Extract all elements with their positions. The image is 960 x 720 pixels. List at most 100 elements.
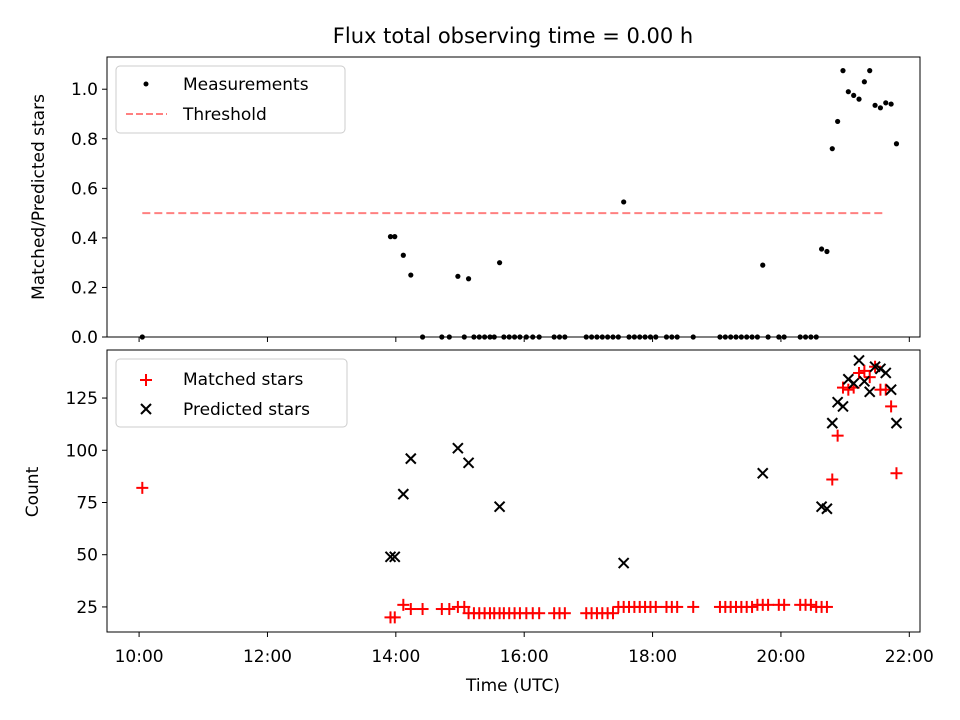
chart-title: Flux total observing time = 0.00 h	[333, 24, 693, 48]
top-ytick-label: 0.0	[71, 328, 98, 348]
matched-point	[778, 598, 791, 611]
matched-point	[458, 600, 471, 613]
matched-point	[443, 603, 456, 616]
x-axis-label: Time (UTC)	[465, 676, 560, 696]
predicted-point	[384, 551, 397, 563]
matched-point	[804, 598, 817, 611]
top-ytick-label: 0.2	[71, 278, 98, 298]
matched-point	[136, 481, 149, 494]
matched-point	[404, 603, 417, 616]
measurement-point	[888, 101, 894, 107]
measurement-point	[877, 105, 884, 111]
predicted-point	[826, 417, 838, 429]
bottom-y-axis: 25 50 75 100 125	[66, 389, 107, 618]
measurement-point	[845, 89, 851, 95]
top-x-ticks	[138, 337, 910, 342]
legend-predicted-marker	[140, 403, 152, 415]
predicted-point	[847, 377, 860, 390]
measurement-point	[872, 102, 878, 108]
predicted-point	[757, 467, 769, 479]
predicted-point	[864, 386, 876, 398]
matched-point	[687, 600, 700, 613]
xtick-label: 16:00	[500, 647, 549, 667]
matched-point	[416, 603, 429, 616]
predicted-point	[405, 452, 417, 465]
top-ytick-label: 0.4	[71, 229, 98, 249]
matched-point	[606, 607, 619, 620]
xtick-label: 14:00	[371, 647, 420, 667]
measurement-point	[851, 92, 857, 99]
legend-matched-marker	[140, 374, 152, 386]
matched-point	[890, 467, 903, 480]
top-ytick-label: 1.0	[71, 80, 98, 100]
measurement-point	[893, 141, 900, 147]
bottom-legend: Matched stars Predicted stars	[115, 358, 348, 428]
matched-point	[671, 600, 684, 613]
predicted-point	[389, 551, 401, 563]
measurement-point	[392, 234, 398, 240]
matched-point	[762, 598, 775, 611]
measurement-point	[883, 100, 889, 106]
measurement-point	[824, 248, 830, 255]
ratio-panel: Matched/Predicted stars 0.0 0.2 0.4 0.6 0.8 1…	[29, 56, 921, 348]
matched-point	[388, 611, 401, 624]
measurement-point	[835, 118, 841, 125]
legend-matched-label: Matched stars	[183, 370, 303, 390]
bottom-ylabel: Count	[23, 466, 43, 517]
measurement-point	[867, 68, 873, 74]
bottom-x-axis: 10:00 12:00 14:00 16:00 18:00 20:00 22:00	[115, 632, 934, 667]
measurement-point	[760, 262, 766, 268]
matched-point	[649, 600, 662, 613]
measurement-point	[387, 234, 394, 240]
predicted-point	[617, 557, 630, 569]
bottom-axes-frame	[106, 349, 921, 633]
measurement-point	[818, 246, 825, 252]
predicted-point	[880, 367, 892, 379]
matched-point	[885, 400, 898, 413]
predicted-point	[837, 400, 849, 413]
xtick-label: 22:00	[885, 647, 934, 667]
legend-predicted-label: Predicted stars	[183, 400, 310, 420]
matched-point	[842, 383, 855, 396]
measurement-point	[829, 146, 835, 152]
predicted-point	[885, 383, 897, 396]
xtick-label: 20:00	[756, 647, 805, 667]
measurement-point	[856, 96, 862, 102]
top-y-axis: 0.0 0.2 0.4 0.6 0.8 1.0	[71, 80, 107, 348]
predicted-point	[452, 442, 464, 454]
bottom-ytick-label: 25	[76, 598, 98, 618]
matched-point	[820, 600, 833, 613]
legend-measurements-label: Measurements	[183, 75, 309, 95]
measurement-point	[496, 260, 503, 266]
matched-point	[746, 600, 759, 613]
matched-point	[831, 429, 844, 442]
legend-measurement-marker	[143, 81, 149, 87]
matched-point	[558, 607, 571, 620]
matched-point	[397, 598, 410, 611]
measurement-point	[621, 199, 627, 205]
top-ytick-label: 0.8	[71, 130, 98, 150]
predicted-point	[890, 417, 903, 429]
predicted-point	[858, 375, 871, 388]
legend-threshold-label: Threshold	[182, 105, 267, 125]
bottom-ytick-label: 125	[66, 389, 98, 409]
bottom-ytick-label: 75	[76, 493, 98, 513]
measurement-point	[455, 273, 461, 279]
measurement-point	[408, 272, 414, 278]
predicted-point	[397, 488, 410, 500]
matched-point	[533, 607, 546, 620]
top-axes-frame	[106, 56, 921, 338]
xtick-label: 10:00	[115, 647, 164, 667]
xtick-label: 18:00	[628, 647, 677, 667]
top-ytick-label: 0.6	[71, 179, 98, 199]
bottom-ytick-label: 100	[66, 441, 98, 461]
measurement-point	[861, 79, 867, 85]
predicted-point	[853, 354, 865, 367]
measurement-point	[840, 68, 846, 74]
predicted-point	[462, 457, 475, 469]
matched-point	[826, 473, 839, 486]
predicted-point	[493, 500, 506, 513]
xtick-label: 12:00	[243, 647, 292, 667]
